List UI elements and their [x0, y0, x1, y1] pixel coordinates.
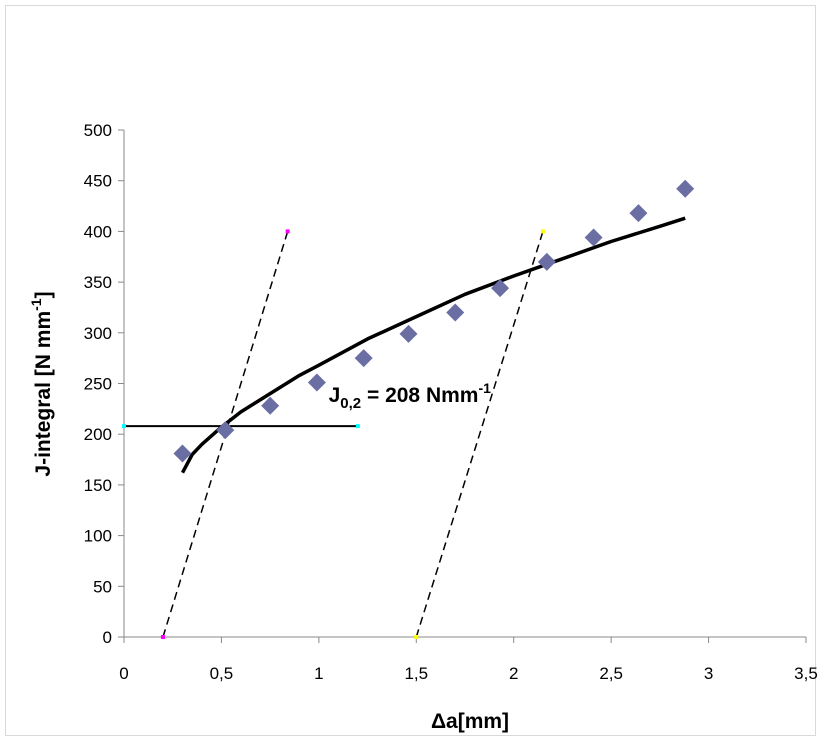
x-axis-title: Δa[mm] [431, 710, 509, 733]
y-tick-label: 500 [84, 121, 112, 140]
x-tick-label: 2 [509, 664, 518, 683]
x-tick-label: 1 [314, 664, 323, 683]
tick-labels: 0 50 100 150 200 250 300 350 400 450 500 0 0,5 1 1,5 2 2… [84, 121, 818, 683]
y-tick-label: 50 [93, 577, 112, 596]
y-tick-label: 100 [84, 527, 112, 546]
chart-frame [5, 5, 816, 736]
y-tick-label: 0 [103, 628, 112, 647]
y-axis-title-sup: -1 [28, 298, 44, 311]
fit-curve-line [180, 216, 686, 474]
data-point [261, 396, 280, 415]
data-point [446, 303, 465, 322]
j02-line-end-marker [355, 424, 360, 429]
data-point [354, 349, 373, 368]
y-tick-label: 300 [84, 324, 112, 343]
measured-points [173, 179, 695, 463]
x-tick-label: 2,5 [599, 664, 623, 683]
data-point [584, 228, 603, 247]
reference-lines [122, 229, 545, 639]
j02-annotation: J0,2 = 208 Nmm-1 [329, 380, 492, 412]
data-point [399, 324, 418, 343]
y-tick-label: 450 [84, 172, 112, 191]
annotation-main: J [329, 384, 341, 407]
data-point [629, 204, 648, 223]
data-point [491, 279, 510, 298]
y-axis-title-main: J-integral [N mm [32, 311, 55, 477]
blunting-line-end-marker [285, 229, 290, 234]
j02-line-end-marker [122, 424, 126, 429]
x-tick-label: 3 [704, 664, 713, 683]
offset-line-end-marker [414, 635, 419, 639]
data-point [307, 373, 326, 392]
offset-line-end-marker [540, 229, 545, 234]
y-tick-label: 400 [84, 222, 112, 241]
annotation-rest: = 208 Nmm [361, 384, 478, 407]
y-tick-label: 150 [84, 476, 112, 495]
annotation-sup: -1 [478, 380, 491, 396]
x-tick-label: 0,5 [210, 664, 234, 683]
x-tick-label: 1,5 [404, 664, 428, 683]
x-tick-label: 0 [119, 664, 128, 683]
data-point [537, 252, 556, 271]
axes [118, 129, 807, 643]
annotation-sub: 0,2 [340, 395, 361, 412]
y-tick-label: 350 [84, 273, 112, 292]
offset-line [415, 231, 544, 638]
y-tick-label: 250 [84, 375, 112, 394]
data-point [676, 179, 695, 198]
y-axis-title: J-integral [N mm-1] [28, 291, 55, 476]
y-axis-title-close: ] [32, 291, 55, 298]
fit-curve [180, 216, 686, 474]
x-tick-label: 3,5 [794, 664, 818, 683]
data-point [173, 444, 192, 463]
data-point [216, 421, 235, 440]
y-tick-label: 200 [84, 425, 112, 444]
blunting-line-end-marker [160, 635, 165, 639]
